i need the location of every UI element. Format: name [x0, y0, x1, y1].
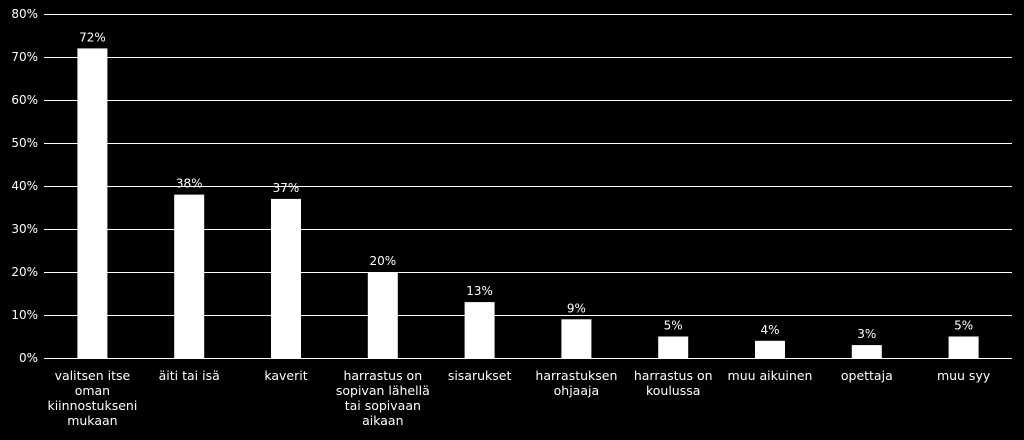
bars	[77, 48, 979, 359]
data-label: 9%	[567, 301, 586, 315]
x-category-label-line: sisarukset	[448, 368, 512, 383]
x-category-label-line: harrastuksen	[535, 368, 617, 383]
x-category-label-line: harrastus on	[634, 368, 713, 383]
bar	[851, 345, 882, 358]
x-category-label: muu aikuinen	[728, 368, 813, 383]
y-tick-label: 0%	[19, 351, 38, 365]
y-tick-label: 80%	[11, 7, 38, 21]
data-label: 20%	[369, 254, 396, 268]
x-category-label: kaverit	[264, 368, 307, 383]
bar	[77, 48, 108, 359]
x-category-label: harrastus on sopivan lähellä tai sopivaan a…	[336, 368, 430, 428]
data-label: 72%	[79, 30, 106, 44]
x-category-label-line: äiti tai isä	[159, 368, 220, 383]
x-category-label: harrastuksen ohjaaja	[535, 368, 617, 398]
y-tick-label: 70%	[11, 50, 38, 64]
bar	[271, 198, 301, 358]
bar	[755, 340, 785, 358]
y-tick-label: 30%	[11, 222, 38, 236]
y-tick-label: 60%	[11, 93, 38, 107]
x-category-label: sisarukset	[448, 368, 512, 383]
data-label: 38%	[176, 177, 203, 191]
data-label: 37%	[273, 181, 300, 195]
gridlines	[44, 14, 1012, 359]
x-category-label-line: sopivan lähellä	[336, 383, 430, 398]
y-tick-label: 50%	[11, 136, 38, 150]
y-tick-label: 40%	[11, 179, 38, 193]
x-category-label-line: aikaan	[362, 413, 403, 428]
x-category-label-line: kaverit	[264, 368, 307, 383]
x-category-label-line: opettaja	[841, 368, 893, 383]
x-category-label-line: koulussa	[646, 383, 700, 398]
bar	[948, 336, 979, 358]
x-category-label-line: kiinnostukseni	[47, 398, 137, 413]
data-label: 5%	[664, 319, 683, 333]
x-category-label: muu syy	[937, 368, 991, 383]
y-tick-label: 20%	[11, 265, 38, 279]
y-tick-label: 10%	[11, 308, 38, 322]
bar	[367, 272, 398, 358]
data-label: 13%	[466, 284, 493, 298]
x-category-label-line: mukaan	[67, 413, 117, 428]
bar	[174, 194, 205, 358]
data-label: 3%	[857, 327, 876, 341]
bar	[464, 302, 495, 358]
x-category-label-line: oman	[75, 383, 110, 398]
x-axis-labels: valitsen itse oman kiinnostukseni mukaan äit…	[47, 368, 990, 428]
bar	[658, 336, 689, 358]
x-category-label-line: valitsen itse	[55, 368, 131, 383]
x-category-label-line: harrastus on	[343, 368, 422, 383]
data-labels: 72% 38% 37% 20% 13% 9% 5% 4% 3% 5%	[79, 30, 973, 341]
x-category-label: valitsen itse oman kiinnostukseni mukaan	[47, 368, 137, 428]
data-label: 5%	[954, 319, 973, 333]
x-category-label-line: muu syy	[937, 368, 991, 383]
y-axis-ticks: 0% 10% 20% 30% 40% 50% 60% 70% 80%	[11, 7, 38, 365]
x-category-label: harrastus on koulussa	[634, 368, 713, 398]
x-category-label-line: ohjaaja	[554, 383, 600, 398]
x-category-label-line: tai sopivaan	[345, 398, 421, 413]
bar	[561, 319, 592, 358]
x-category-label: äiti tai isä	[159, 368, 220, 383]
x-category-label: opettaja	[841, 368, 893, 383]
data-label: 4%	[760, 323, 779, 337]
x-category-label-line: muu aikuinen	[728, 368, 813, 383]
